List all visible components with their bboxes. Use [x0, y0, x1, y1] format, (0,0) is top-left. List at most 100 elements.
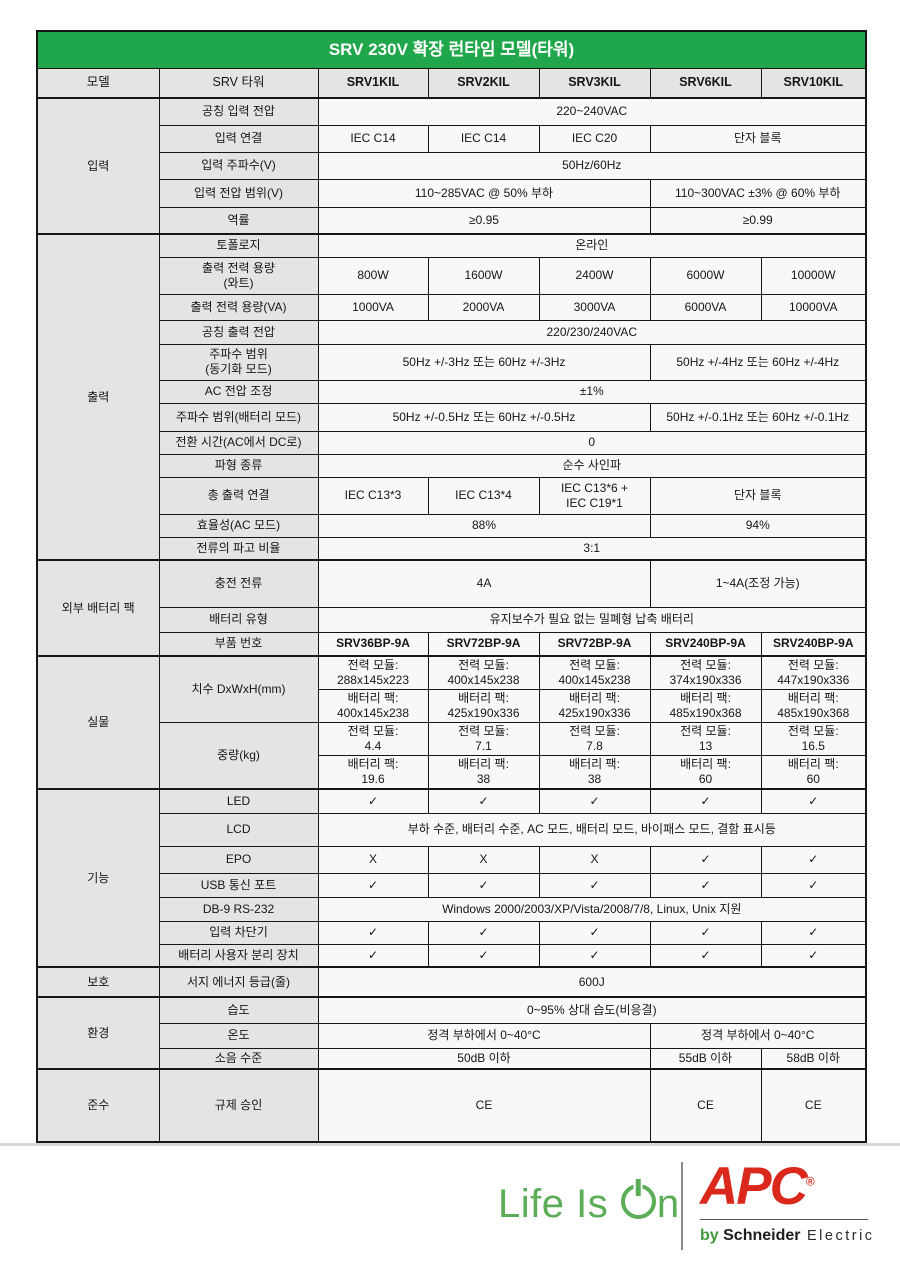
- logo-separator: [681, 1162, 683, 1250]
- spec-cell: 4A: [317, 559, 651, 608]
- spec-cell: IEC C20: [538, 124, 651, 153]
- table-row: 출력 전력 용량 (와트) 800W 1600W 2400W 6000W 10000W: [37, 256, 867, 295]
- spec-cell: ✓: [427, 920, 540, 945]
- spec-cell: ≥0.99: [649, 206, 867, 235]
- spec-cell: 50Hz +/-4Hz 또는 60Hz +/-4Hz: [649, 343, 867, 381]
- spec-cell: 6000VA: [649, 293, 762, 321]
- spec-cell: 전력 모듈: 4.4: [317, 722, 429, 756]
- spec-cell: ±1%: [317, 379, 867, 404]
- spec-cell: 전력 모듈: 16.5: [760, 722, 867, 756]
- row-label: 치수 DxWxH(mm): [158, 655, 319, 723]
- spec-cell: 전력 모듈: 7.1: [427, 722, 540, 756]
- spec-cell: ✓: [317, 943, 429, 968]
- spec-cell: 배터리 팩: 60: [760, 755, 867, 790]
- spec-cell: 0~95% 상대 습도(비응결): [317, 996, 867, 1024]
- section: 실물 치수 DxWxH(mm) 전력 모듈: 288x145x223 전력 모듈: 4…: [36, 655, 867, 790]
- spec-cell: ✓: [538, 920, 651, 945]
- row-label: 입력 차단기: [158, 920, 319, 945]
- spec-cell: 단자 블록: [649, 476, 867, 515]
- spec-cell: ✓: [760, 788, 867, 814]
- table-row: EPO X X X ✓ ✓: [37, 845, 867, 874]
- spec-cell: 단자 블록: [649, 124, 867, 153]
- section-label: 기능: [36, 788, 160, 968]
- table-row: 배터리 팩: 400x145x238 배터리 팩: 425x190x336 배터리 …: [37, 689, 867, 723]
- header-srv6kil: SRV6KIL: [649, 68, 762, 99]
- section: 준수 규제 승인 CE CE CE: [36, 1068, 867, 1143]
- spec-cell: 220~240VAC: [317, 97, 867, 126]
- row-label: 입력 전압 범위(V): [158, 178, 319, 208]
- table-row: 입력 연결 IEC C14 IEC C14 IEC C20 단자 블록: [37, 124, 867, 153]
- table-row: 효율성(AC 모드) 88% 94%: [37, 513, 867, 538]
- row-label: LCD: [158, 812, 319, 847]
- row-label: 공칭 출력 전압: [158, 319, 319, 345]
- spec-cell: 110~300VAC ±3% @ 60% 부하: [649, 178, 867, 208]
- spec-cell: 3:1: [317, 536, 867, 561]
- byline-schneider: Schneider: [723, 1227, 801, 1244]
- row-label: 효율성(AC 모드): [158, 513, 319, 538]
- table-row: 준수 규제 승인 CE CE CE: [36, 1068, 867, 1143]
- section: 보호 서지 에너지 등급(줄) 600J: [36, 966, 867, 998]
- section-label: 입력: [36, 97, 160, 235]
- apc-wordmark: APC®: [700, 1157, 815, 1216]
- spec-cell: ✓: [427, 872, 540, 898]
- spec-cell: 800W: [317, 256, 429, 295]
- spec-cell: 55dB 이하: [649, 1047, 762, 1070]
- life-is-on-text-post: n: [656, 1182, 680, 1226]
- spec-cell: ✓: [538, 788, 651, 814]
- spec-cell: 10000W: [760, 256, 867, 295]
- spec-cell: 온라인: [317, 233, 867, 258]
- spec-cell: 전력 모듈: 400x145x238: [427, 655, 540, 690]
- table-row: 보호 서지 에너지 등급(줄) 600J: [36, 966, 867, 998]
- row-label: 온도: [158, 1022, 319, 1049]
- spec-cell: CE: [649, 1068, 762, 1143]
- section: 기능 LED ✓ ✓ ✓ ✓ ✓ LCD 부하 수준, 배터리 수준, AC 모드, 배터리 모…: [36, 788, 867, 968]
- spec-cell: IEC C13*3: [317, 476, 429, 515]
- spec-cell: 배터리 팩: 19.6: [317, 755, 429, 790]
- spec-cell: SRV72BP-9A: [427, 631, 540, 657]
- spec-cell: 2000VA: [427, 293, 540, 321]
- spec-cell: ✓: [760, 845, 867, 874]
- table-row: 소음 수준 50dB 이하 55dB 이하 58dB 이하: [37, 1047, 867, 1070]
- table-row: 총 출력 연결 IEC C13*3 IEC C13*4 IEC C13*6 + IEC…: [37, 476, 867, 515]
- spec-cell: 10000VA: [760, 293, 867, 321]
- table-row: 배터리 유형 유지보수가 필요 없는 밀폐형 납축 배터리: [37, 606, 867, 633]
- header-srv3kil: SRV3KIL: [538, 68, 651, 99]
- spec-cell: 88%: [317, 513, 651, 538]
- spec-cell: 110~285VAC @ 50% 부하: [317, 178, 651, 208]
- spec-cell: 정격 부하에서 0~40°C: [317, 1022, 651, 1049]
- section-label: 출력: [36, 233, 160, 561]
- section: 환경 습도 0~95% 상대 습도(비응결) 온도 정격 부하에서 0~40°C 정격 부…: [36, 996, 867, 1070]
- spec-cell: 전력 모듈: 400x145x238: [538, 655, 651, 690]
- spec-cell: X: [538, 845, 651, 874]
- table-row: AC 전압 조정 ±1%: [37, 379, 867, 404]
- spec-cell: IEC C13*6 + IEC C19*1: [538, 476, 651, 515]
- spec-cell: 1000VA: [317, 293, 429, 321]
- row-label: 출력 전력 용량 (와트): [158, 256, 319, 295]
- spec-cell: 배터리 팩: 400x145x238: [317, 689, 429, 723]
- spec-cell: IEC C13*4: [427, 476, 540, 515]
- spec-cell: 배터리 팩: 38: [538, 755, 651, 790]
- spec-cell: ✓: [538, 943, 651, 968]
- spec-cell: 3000VA: [538, 293, 651, 321]
- table-row: DB-9 RS-232 Windows 2000/2003/XP/Vista/20…: [37, 896, 867, 922]
- section-label: 실물: [36, 655, 160, 790]
- table-row: USB 통신 포트 ✓ ✓ ✓ ✓ ✓: [37, 872, 867, 898]
- row-label: 전류의 파고 비율: [158, 536, 319, 561]
- row-label: DB-9 RS-232: [158, 896, 319, 922]
- section: 외부 배터리 팩 충전 전류 4A 1~4A(조정 가능) 배터리 유형 유지보수가 필요…: [36, 559, 867, 657]
- row-label: 서지 에너지 등급(줄): [158, 966, 319, 998]
- life-is-on-text-pre: Life Is: [498, 1182, 620, 1226]
- table-row: 주파수 범위 (동기화 모드) 50Hz +/-3Hz 또는 60Hz +/-3H…: [37, 343, 867, 381]
- row-label: AC 전압 조정: [158, 379, 319, 404]
- spec-cell: 50Hz +/-0.5Hz 또는 60Hz +/-0.5Hz: [317, 402, 651, 432]
- section-label: 보호: [36, 966, 160, 998]
- spec-cell: 전력 모듈: 13: [649, 722, 762, 756]
- section: 입력 공칭 입력 전압 220~240VAC 입력 연결 IEC C14 IEC C14 I…: [36, 97, 867, 235]
- row-label: 공칭 입력 전압: [158, 97, 319, 126]
- spec-cell: ≥0.95: [317, 206, 651, 235]
- table-row: 입력 전압 범위(V) 110~285VAC @ 50% 부하 110~300VAC…: [37, 178, 867, 208]
- spec-cell: ✓: [760, 920, 867, 945]
- spec-cell: Windows 2000/2003/XP/Vista/2008/7/8, Lin…: [317, 896, 867, 922]
- section-label: 환경: [36, 996, 160, 1070]
- spec-cell: IEC C14: [427, 124, 540, 153]
